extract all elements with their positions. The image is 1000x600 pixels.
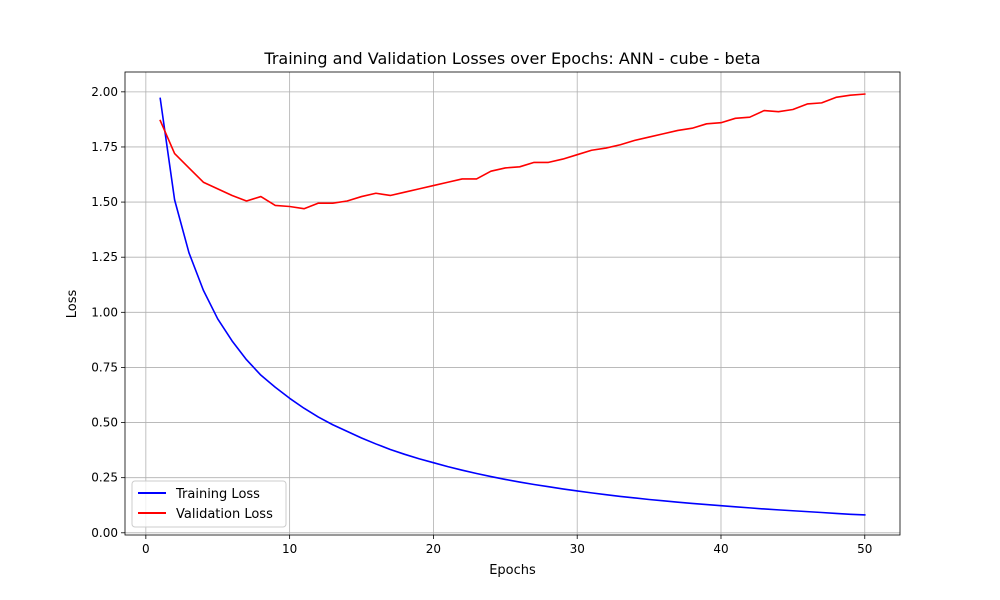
y-tick-label: 0.00 — [91, 526, 118, 540]
y-axis-label: Loss — [65, 290, 80, 319]
y-tick-label: 1.00 — [91, 305, 118, 319]
series-lines — [159, 93, 866, 516]
x-tick-label: 40 — [713, 542, 728, 556]
x-axis-label: Epochs — [489, 563, 536, 578]
y-tick-label: 0.75 — [91, 360, 118, 374]
training-loss-line — [159, 97, 866, 516]
y-tick-label: 1.25 — [91, 250, 118, 264]
x-tick-label: 20 — [426, 542, 441, 556]
y-tick-label: 0.50 — [91, 416, 118, 430]
x-tick-label: 30 — [570, 542, 585, 556]
chart-title: Training and Validation Losses over Epoc… — [263, 49, 760, 68]
x-tick-label: 10 — [282, 542, 297, 556]
y-tick-label: 2.00 — [91, 85, 118, 99]
y-tick-label: 1.75 — [91, 140, 118, 154]
grid — [125, 72, 900, 535]
legend-label-training: Training Loss — [175, 487, 260, 502]
legend-label-validation: Validation Loss — [176, 507, 273, 522]
legend: Training Loss Validation Loss — [131, 480, 287, 528]
legend-box — [131, 480, 287, 528]
plot-frame — [124, 71, 901, 536]
validation-loss-line — [159, 93, 866, 210]
x-tick-label: 50 — [857, 542, 872, 556]
y-tick-label: 1.50 — [91, 195, 118, 209]
y-tick-label: 0.25 — [91, 471, 118, 485]
ticks: 0 10 20 30 40 50 0.00 0.25 0.50 0.75 1.00 1.25 1.50 1… — [91, 85, 872, 556]
x-tick-label: 0 — [142, 542, 150, 556]
